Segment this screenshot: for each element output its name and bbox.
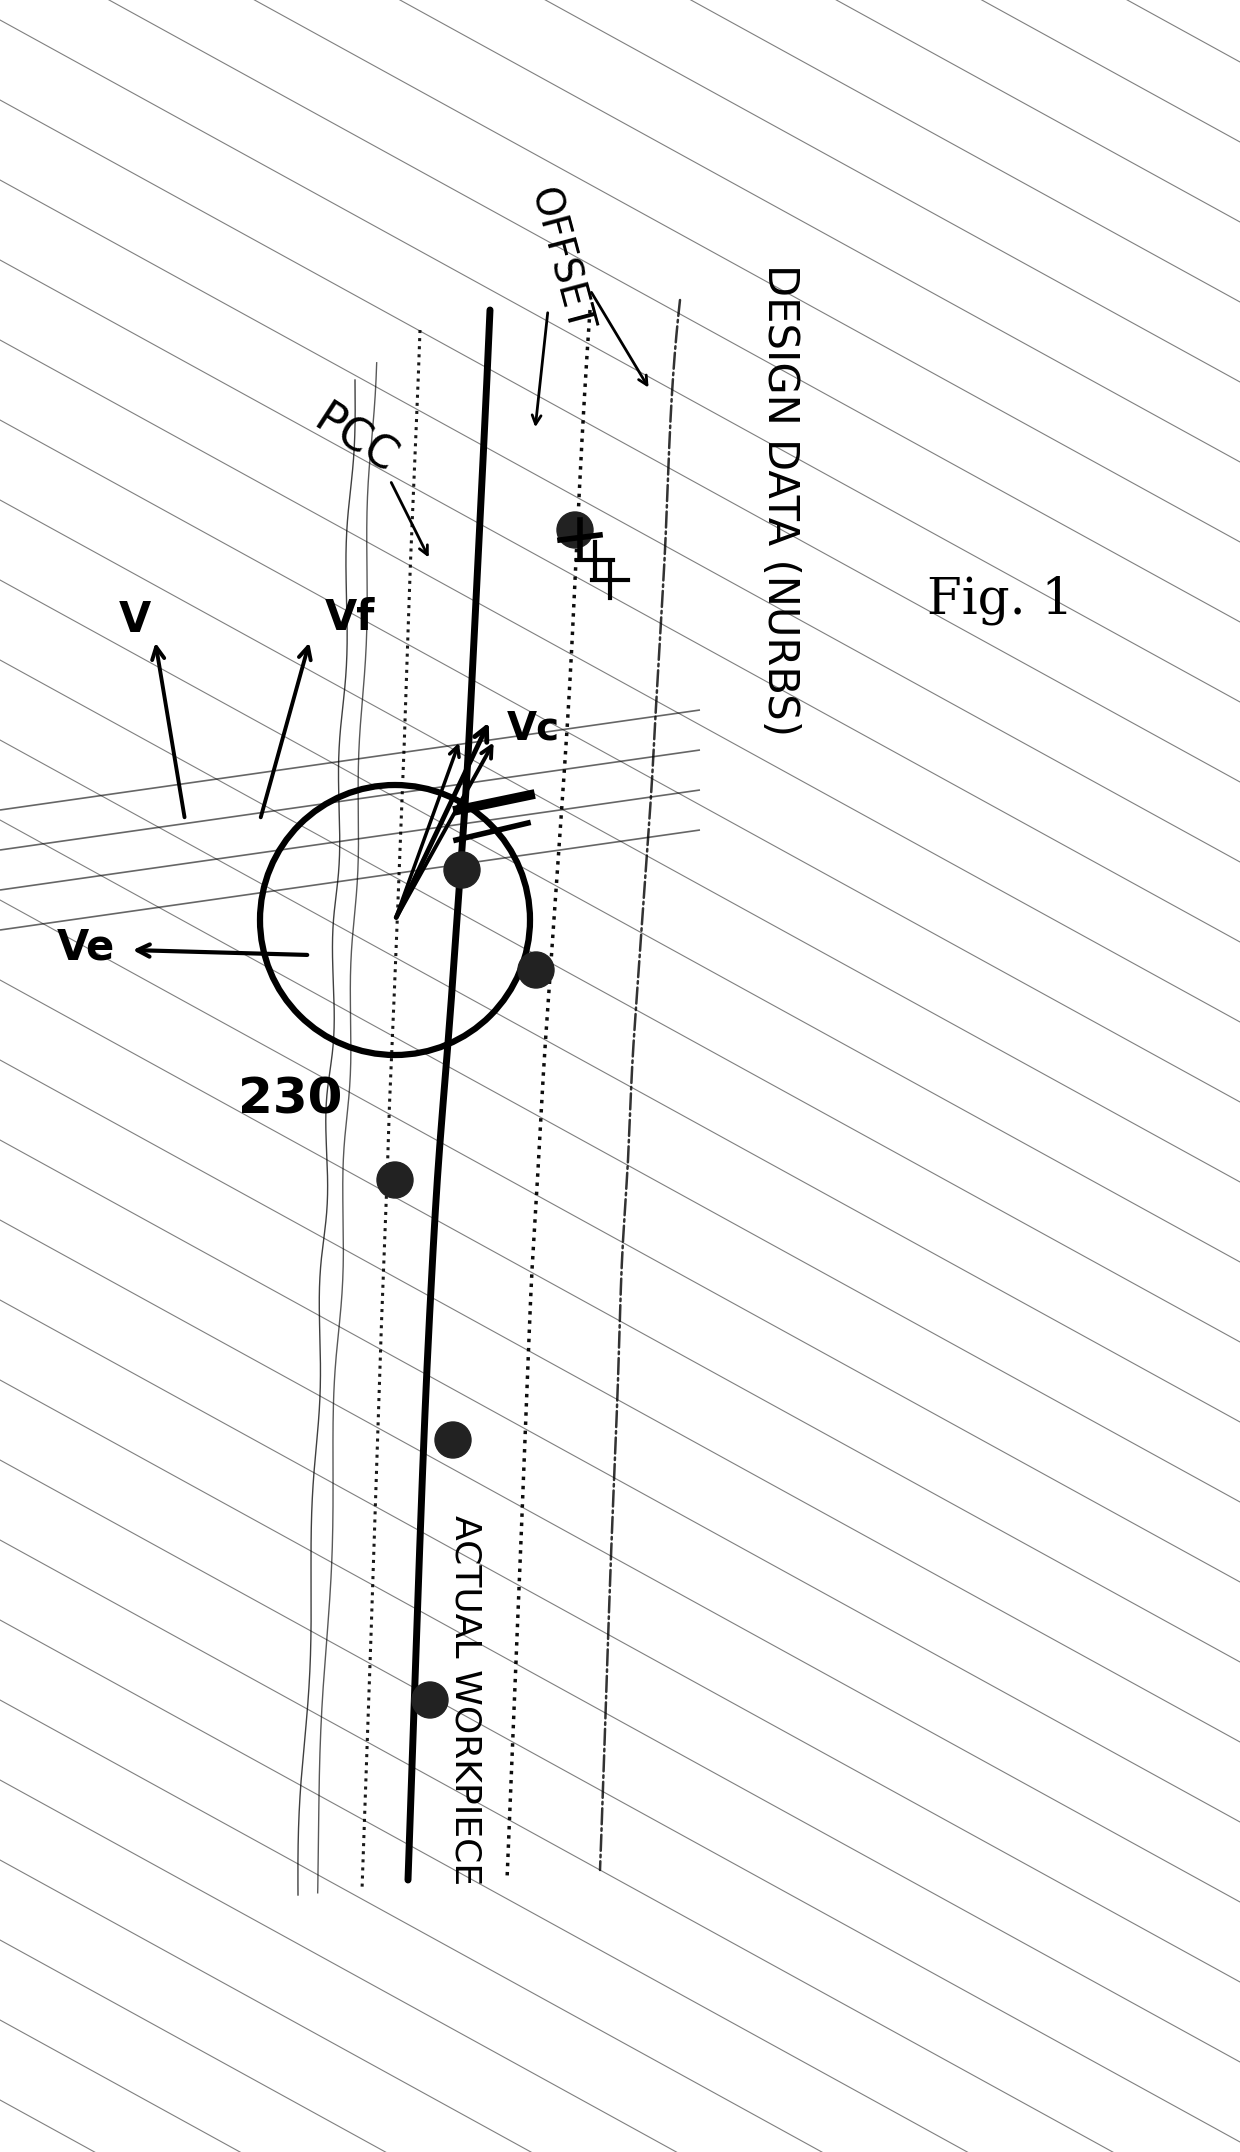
Circle shape	[412, 1683, 448, 1717]
Text: DESIGN DATA (NURBS): DESIGN DATA (NURBS)	[759, 265, 801, 736]
Circle shape	[435, 1422, 471, 1459]
Text: OFFSET: OFFSET	[522, 183, 598, 336]
Text: ACTUAL WORKPIECE: ACTUAL WORKPIECE	[448, 1515, 482, 1885]
Text: Vc: Vc	[507, 708, 560, 747]
Circle shape	[444, 852, 480, 889]
Circle shape	[377, 1162, 413, 1199]
Text: Fig. 1: Fig. 1	[926, 575, 1073, 624]
Text: V: V	[119, 598, 151, 641]
Text: Ve: Ve	[57, 928, 115, 968]
Text: PCC: PCC	[306, 398, 404, 482]
Text: Vf: Vf	[325, 596, 376, 639]
Circle shape	[557, 512, 593, 549]
Text: 230: 230	[238, 1076, 342, 1123]
Circle shape	[518, 951, 554, 988]
